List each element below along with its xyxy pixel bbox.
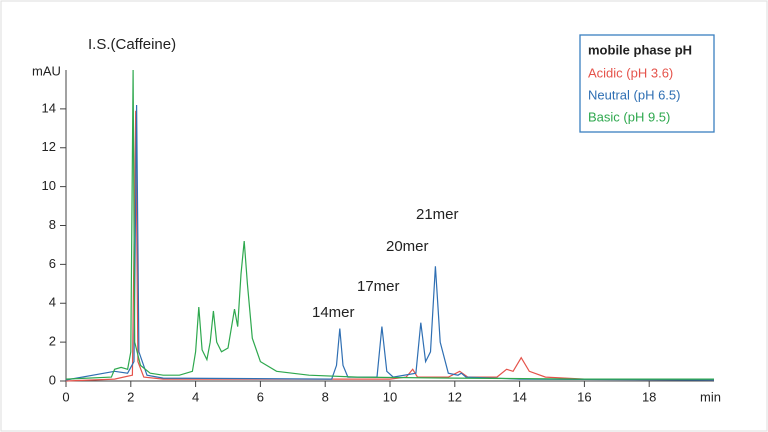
annotation: 21mer	[416, 206, 459, 223]
y-tick-label: 14	[42, 100, 56, 115]
x-tick-label: 10	[383, 389, 397, 404]
annotation: 17mer	[357, 278, 400, 295]
y-tick-label: 4	[49, 295, 56, 310]
y-tick-label: 10	[42, 178, 56, 193]
x-tick-label: 14	[512, 389, 526, 404]
legend-title: mobile phase pH	[588, 42, 692, 57]
y-tick-label: 8	[49, 217, 56, 232]
y-tick-label: 2	[49, 334, 56, 349]
x-axis-label: min	[700, 389, 721, 404]
x-tick-label: 2	[127, 389, 134, 404]
x-tick-label: 12	[448, 389, 462, 404]
y-tick-label: 12	[42, 139, 56, 154]
x-tick-label: 8	[322, 389, 329, 404]
legend-entry: Neutral (pH 6.5)	[588, 87, 680, 102]
series-line	[65, 69, 714, 380]
annotation: 14mer	[312, 304, 355, 321]
x-tick-label: 16	[577, 389, 591, 404]
legend-box	[579, 34, 715, 133]
legend-entry: Acidic (pH 3.6)	[588, 65, 673, 80]
series-line	[65, 104, 715, 381]
series-line	[65, 110, 715, 382]
x-tick-label: 4	[192, 389, 199, 404]
annotation: I.S.(Caffeine)	[88, 36, 176, 53]
x-tick-label: 18	[642, 389, 656, 404]
y-tick-label: 6	[49, 256, 56, 271]
annotation: 20mer	[386, 238, 429, 255]
x-tick-label: 0	[62, 389, 69, 404]
x-tick-label: 6	[257, 389, 264, 404]
legend-entry: Basic (pH 9.5)	[588, 109, 670, 124]
y-axis-label: mAU	[32, 63, 61, 78]
y-tick-label: 0	[49, 372, 56, 387]
